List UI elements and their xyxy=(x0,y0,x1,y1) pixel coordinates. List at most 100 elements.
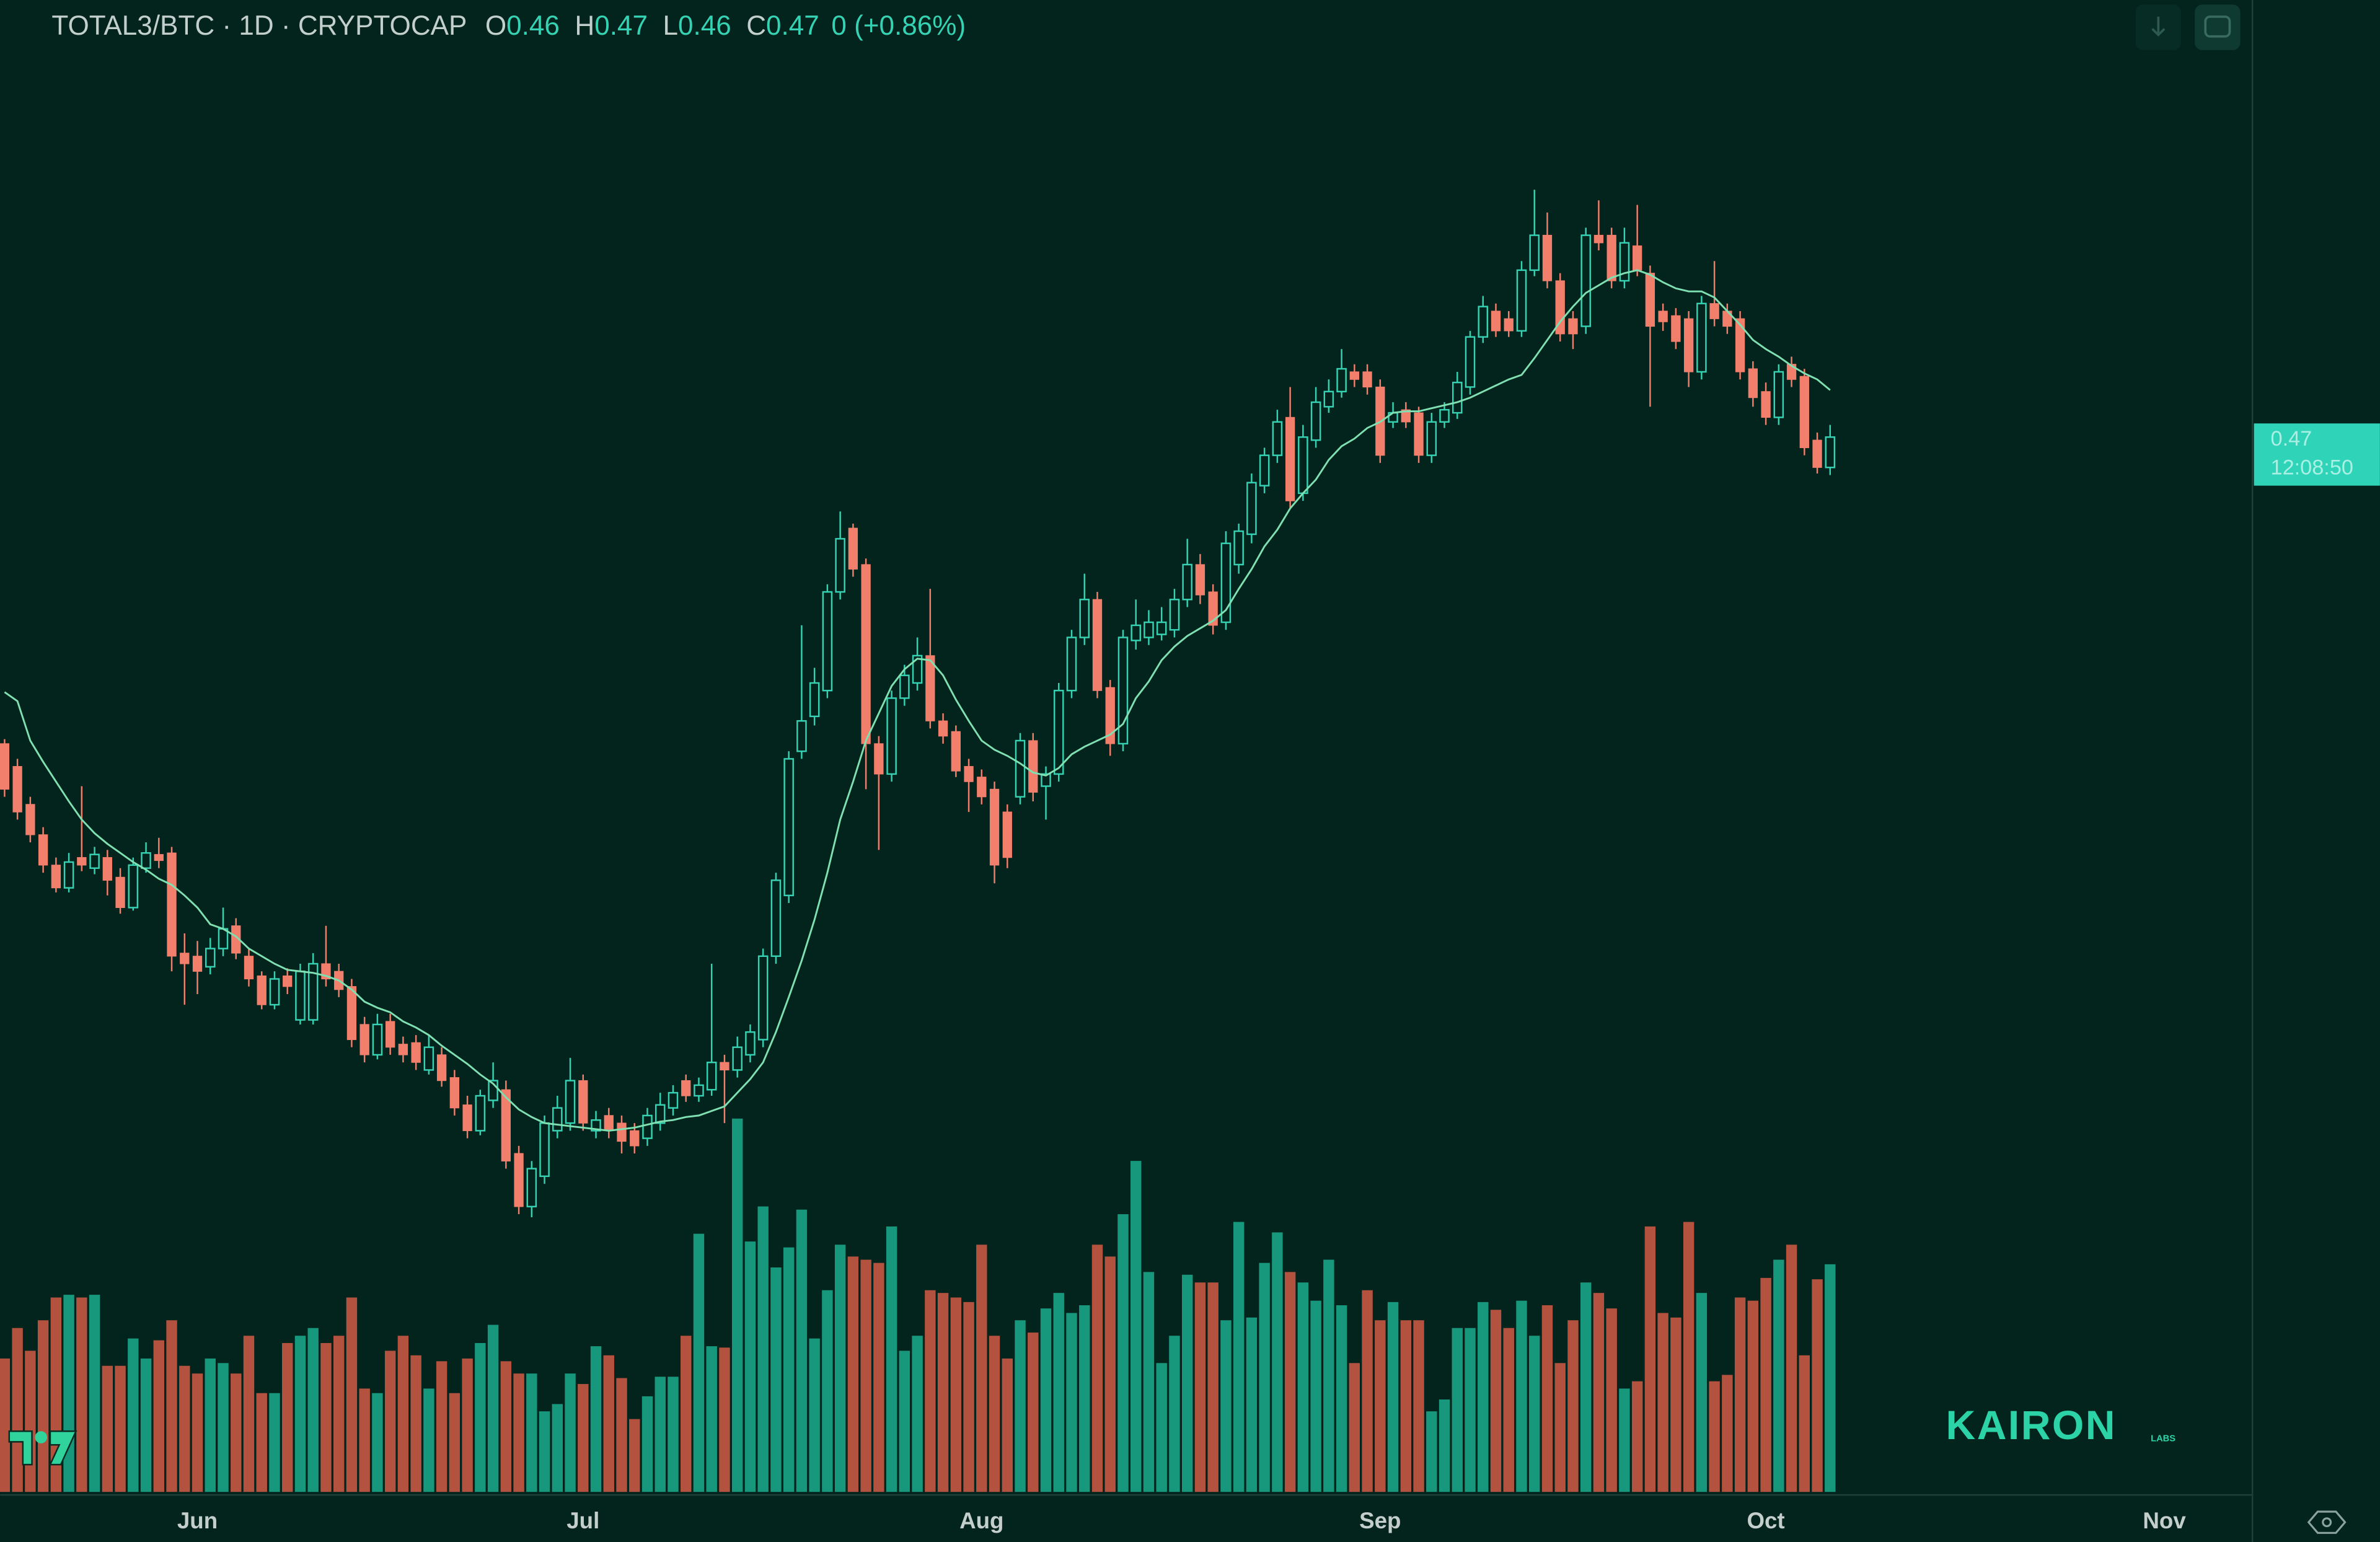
volume-bar xyxy=(37,1320,49,1492)
volume-bar xyxy=(834,1245,846,1492)
logo-part xyxy=(35,1431,48,1443)
candle-body xyxy=(77,857,87,866)
volume-bar xyxy=(1606,1308,1617,1492)
volume-bar xyxy=(166,1320,177,1492)
candle-body xyxy=(283,975,293,987)
last-price-label: 0.47 xyxy=(2271,427,2312,451)
candle-body xyxy=(745,1031,756,1056)
candle-body xyxy=(668,1091,679,1109)
volume-bar xyxy=(1002,1358,1013,1492)
volume-bar xyxy=(925,1290,936,1492)
settings-button[interactable] xyxy=(2307,1510,2347,1534)
candle-body xyxy=(1619,242,1630,282)
volume-bar xyxy=(1452,1328,1463,1492)
candle-body xyxy=(1632,245,1642,271)
volume-bar xyxy=(1015,1320,1026,1492)
candle-body xyxy=(770,879,782,957)
volume-bar xyxy=(1825,1264,1836,1492)
volume-bar xyxy=(115,1365,126,1492)
candle-body xyxy=(38,834,48,866)
candle-body xyxy=(822,591,833,692)
candle-body xyxy=(1169,599,1180,631)
volume-bar xyxy=(976,1245,987,1492)
volume-bar xyxy=(937,1293,949,1492)
ohlc-value: 0.47 xyxy=(766,11,819,41)
watermark-name: KAIRON xyxy=(1946,1403,2117,1448)
candle-body xyxy=(1349,371,1359,380)
volume-bar xyxy=(307,1328,319,1492)
candle-body xyxy=(642,1114,653,1139)
candle-body xyxy=(51,865,61,889)
volume-bar xyxy=(912,1336,923,1492)
volume-bar xyxy=(0,1358,11,1492)
volume-bar xyxy=(796,1209,808,1492)
candle-body xyxy=(681,1080,691,1096)
candle-body xyxy=(128,864,139,909)
fullscreen-button[interactable] xyxy=(2195,4,2241,50)
volume-bar xyxy=(475,1342,486,1492)
volume-bar xyxy=(822,1290,833,1492)
ohlc-label: C xyxy=(746,11,766,41)
volume-bar xyxy=(179,1365,190,1492)
volume-bar xyxy=(1478,1302,1489,1492)
volume-bar xyxy=(565,1373,576,1492)
volume-bar xyxy=(989,1336,1000,1492)
logo-part xyxy=(8,1430,33,1466)
candle-body xyxy=(578,1080,588,1124)
volume-bar xyxy=(1091,1245,1103,1492)
volume-bar xyxy=(1657,1313,1668,1492)
ohlc-label: O xyxy=(485,11,506,41)
volume-bar xyxy=(1181,1274,1193,1492)
volume-bar xyxy=(1117,1214,1129,1492)
x-tick-label: Jul xyxy=(566,1508,599,1533)
candle-body xyxy=(1117,637,1129,745)
candle-body xyxy=(526,1168,537,1208)
volume-bar xyxy=(102,1365,113,1492)
volume-bar xyxy=(333,1336,345,1492)
candle-body xyxy=(989,788,1000,866)
ohlc-label: H xyxy=(575,11,594,41)
candle-body xyxy=(141,852,151,869)
volume-bar xyxy=(757,1206,769,1492)
volume-bar xyxy=(513,1373,524,1492)
last-price-box xyxy=(2254,423,2380,486)
volume-bar xyxy=(1734,1297,1746,1492)
volume-bar xyxy=(1709,1381,1720,1492)
volume-bar xyxy=(1773,1259,1784,1492)
candle-body xyxy=(1555,280,1565,335)
candle-body xyxy=(720,1062,729,1071)
volume-bar xyxy=(744,1241,756,1492)
candle-body xyxy=(1542,234,1553,281)
volume-bar xyxy=(809,1338,820,1492)
volume-bar xyxy=(1670,1317,1681,1492)
candle-body xyxy=(1593,234,1604,244)
volume-layer xyxy=(0,1118,1836,1492)
candle-body xyxy=(1195,564,1205,596)
volume-bar xyxy=(1053,1293,1064,1492)
volume-bar xyxy=(1104,1256,1116,1492)
volume-bar xyxy=(1169,1336,1180,1492)
volume-bar xyxy=(256,1393,267,1492)
volume-bar xyxy=(1580,1282,1592,1492)
volume-bar xyxy=(346,1297,358,1492)
volume-bar xyxy=(1194,1282,1206,1492)
candle-body xyxy=(1015,739,1026,798)
settings-icon xyxy=(2322,1517,2332,1528)
candle-body xyxy=(1709,303,1719,319)
candle-body xyxy=(1144,621,1154,638)
volume-bar xyxy=(63,1295,74,1492)
volume-bar xyxy=(1683,1222,1695,1492)
candle-body xyxy=(1028,740,1038,793)
volume-bar xyxy=(1747,1300,1759,1492)
volume-bar xyxy=(1220,1320,1232,1492)
volume-bar xyxy=(1503,1328,1514,1492)
volume-bar xyxy=(1156,1363,1167,1492)
candle-body xyxy=(514,1153,524,1207)
candle-body xyxy=(1426,421,1437,456)
volume-bar xyxy=(1426,1411,1437,1492)
candle-body xyxy=(796,720,807,752)
volume-bar xyxy=(423,1388,434,1492)
candle-body xyxy=(1516,269,1527,332)
volume-bar xyxy=(384,1350,396,1492)
